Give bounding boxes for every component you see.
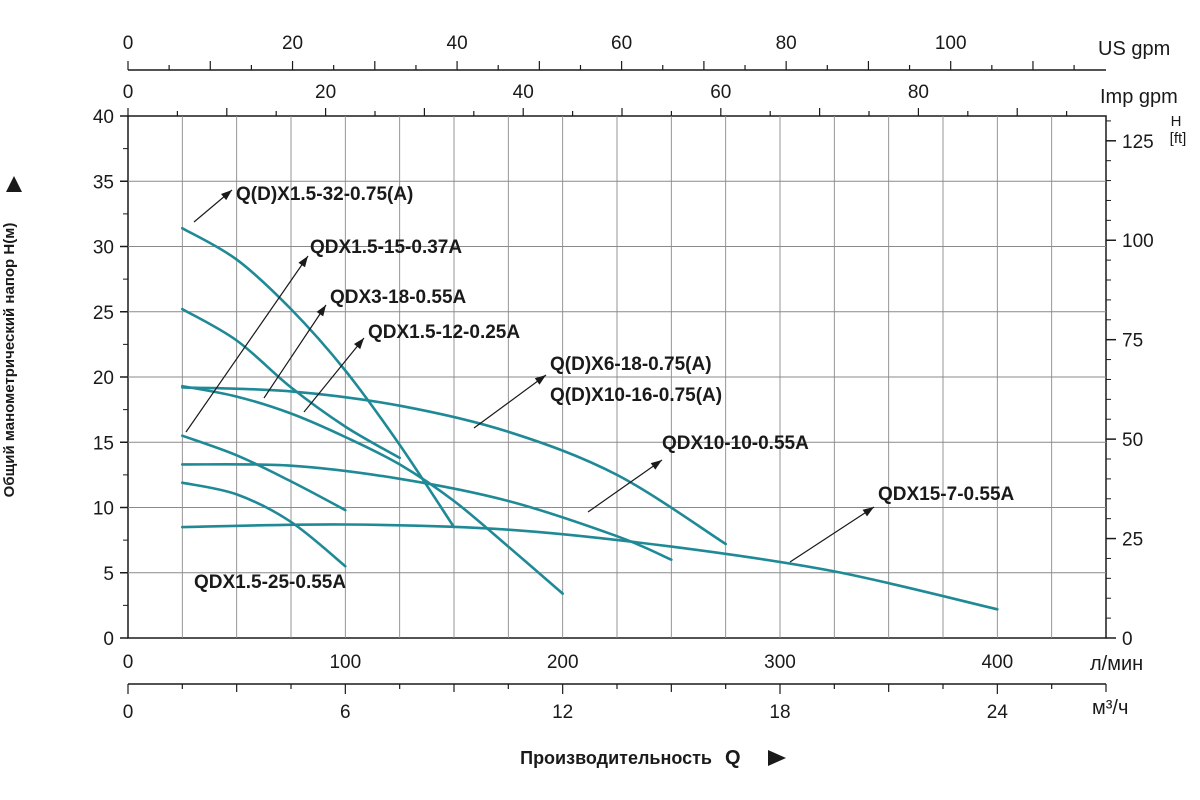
- m3h-tick-label: 12: [552, 702, 573, 723]
- series-annotation: QDX1.5-25-0.55A: [194, 572, 346, 593]
- imp-gpm-tick-label: 80: [908, 82, 929, 103]
- series-curve: [181, 481, 347, 568]
- series-curve: [181, 386, 727, 546]
- series-annotation: QDX1.5-12-0.25A: [368, 322, 520, 343]
- y-tick-label: 20: [93, 368, 114, 389]
- annotation-leader-line: [185, 255, 309, 433]
- us-gpm-tick-label: 20: [282, 33, 303, 54]
- imp-gpm-tick-label: 60: [710, 82, 731, 103]
- lmin-tick-label: 300: [764, 652, 796, 673]
- m3h-tick-label: 18: [769, 702, 790, 723]
- annotation-leader-line: [473, 374, 547, 429]
- y-tick-label: 10: [93, 499, 114, 520]
- ft-tick-label: 100: [1122, 231, 1154, 252]
- m3h-tick-label: 24: [987, 702, 1009, 723]
- series-curve: [181, 307, 401, 460]
- imp-gpm-tick-label: 20: [315, 82, 336, 103]
- y-tick-label: 35: [93, 172, 114, 193]
- series-annotation: QDX1.5-15-0.37A: [310, 237, 462, 258]
- imp-gpm-tick-label: 40: [513, 82, 534, 103]
- annotation-leader-line: [263, 304, 327, 399]
- us-gpm-tick-label: 80: [776, 33, 797, 54]
- us-gpm-tick-label: 40: [447, 33, 468, 54]
- lmin-unit-label: л/мин: [1090, 653, 1143, 675]
- series-annotation: QDX10-10-0.55A: [662, 433, 809, 454]
- series-annotation: Q(D)X1.5-32-0.75(A): [236, 184, 413, 205]
- us-gpm-tick-label: 100: [935, 33, 967, 54]
- annotation-leader-line: [587, 459, 663, 513]
- annotation-arrowhead-icon: [534, 375, 546, 385]
- y-tick-label: 25: [93, 303, 114, 324]
- y-tick-label: 5: [103, 564, 114, 585]
- series-annotation: Q(D)X10-16-0.75(A): [550, 385, 722, 406]
- imp-gpm-unit-label: Imp gpm: [1100, 86, 1178, 108]
- annotation-arrowhead-icon: [221, 190, 232, 201]
- ft-tick-label: 50: [1122, 430, 1143, 451]
- lmin-tick-label: 200: [547, 652, 579, 673]
- series-curve: [181, 384, 564, 595]
- annotation-leader-line: [303, 337, 365, 413]
- y-tick-label: 40: [93, 107, 114, 128]
- right-axis-unit-ft: [ft]: [1170, 130, 1187, 147]
- series-annotation: Q(D)X6-18-0.75(A): [550, 354, 712, 375]
- annotation-arrowhead-icon: [354, 338, 364, 350]
- y-tick-label: 0: [103, 629, 114, 650]
- y-tick-label: 15: [93, 433, 114, 454]
- lmin-tick-label: 100: [329, 652, 361, 673]
- us-gpm-tick-label: 60: [611, 33, 632, 54]
- annotation-leader-line: [789, 506, 875, 563]
- series-curve: [181, 523, 999, 611]
- annotation-arrowhead-icon: [862, 507, 874, 517]
- lmin-tick-label: 400: [981, 652, 1013, 673]
- imp-gpm-tick-label: 0: [123, 82, 134, 103]
- right-axis-unit-h: H: [1171, 113, 1182, 130]
- series-curve: [181, 462, 673, 561]
- lmin-tick-label: 0: [123, 652, 134, 673]
- us-gpm-unit-label: US gpm: [1098, 38, 1170, 60]
- y-axis-arrow-icon: [6, 176, 22, 192]
- x-axis-symbol: Q: [725, 747, 741, 769]
- annotations: Q(D)X1.5-32-0.75(A) QDX1.5-15-0.37A QDX3-1…: [185, 184, 1015, 593]
- ft-tick-label: 25: [1122, 530, 1143, 551]
- ft-tick-label: 125: [1122, 132, 1154, 153]
- annotation-arrowhead-icon: [650, 460, 662, 470]
- m3h-unit-label: м³/ч: [1092, 697, 1128, 719]
- x-axis-arrow-icon: [768, 750, 786, 766]
- curves: [181, 226, 999, 611]
- series-curve: [181, 434, 347, 512]
- annotation-arrowhead-icon: [298, 256, 308, 268]
- us-gpm-tick-label: 0: [123, 33, 134, 54]
- m3h-tick-label: 6: [340, 702, 351, 723]
- series-annotation: QDX15-7-0.55A: [878, 484, 1015, 505]
- y-tick-label: 30: [93, 238, 114, 259]
- annotation-arrowhead-icon: [316, 305, 326, 317]
- grid: [127, 115, 1107, 639]
- series-annotation: QDX3-18-0.55A: [330, 287, 467, 308]
- m3h-tick-label: 0: [123, 702, 134, 723]
- x-axis-title: Производительность: [520, 748, 712, 768]
- series-curve: [181, 226, 456, 529]
- y-axis-title: Общий манометрический напор H(м): [1, 223, 18, 498]
- ft-tick-label: 75: [1122, 331, 1143, 352]
- ft-tick-label: 0: [1122, 629, 1133, 650]
